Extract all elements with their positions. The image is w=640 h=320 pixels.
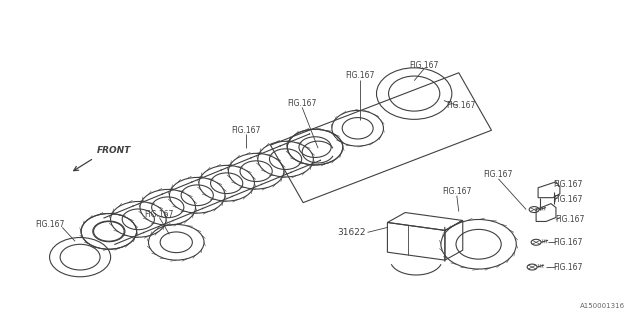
Ellipse shape bbox=[531, 239, 541, 245]
Text: FIG.167: FIG.167 bbox=[345, 71, 374, 80]
Text: FIG.167: FIG.167 bbox=[287, 99, 317, 108]
Ellipse shape bbox=[527, 264, 537, 270]
Text: FIG.167: FIG.167 bbox=[553, 238, 582, 247]
Text: A150001316: A150001316 bbox=[580, 303, 625, 309]
Text: FRONT: FRONT bbox=[97, 146, 131, 155]
Text: 31622: 31622 bbox=[337, 228, 366, 237]
Text: FIG.167: FIG.167 bbox=[145, 210, 174, 219]
Text: FIG.167: FIG.167 bbox=[36, 220, 65, 229]
Text: FIG.167: FIG.167 bbox=[446, 101, 476, 110]
Text: FIG.167: FIG.167 bbox=[553, 195, 582, 204]
Text: FIG.167: FIG.167 bbox=[555, 215, 584, 224]
Text: FIG.167: FIG.167 bbox=[231, 126, 260, 135]
Text: FIG.167: FIG.167 bbox=[410, 61, 439, 70]
Text: FIG.167: FIG.167 bbox=[553, 180, 582, 189]
Ellipse shape bbox=[529, 207, 539, 212]
Text: FIG.167: FIG.167 bbox=[484, 170, 513, 180]
Text: FIG.167: FIG.167 bbox=[442, 187, 472, 196]
Text: FIG.167: FIG.167 bbox=[553, 263, 582, 272]
